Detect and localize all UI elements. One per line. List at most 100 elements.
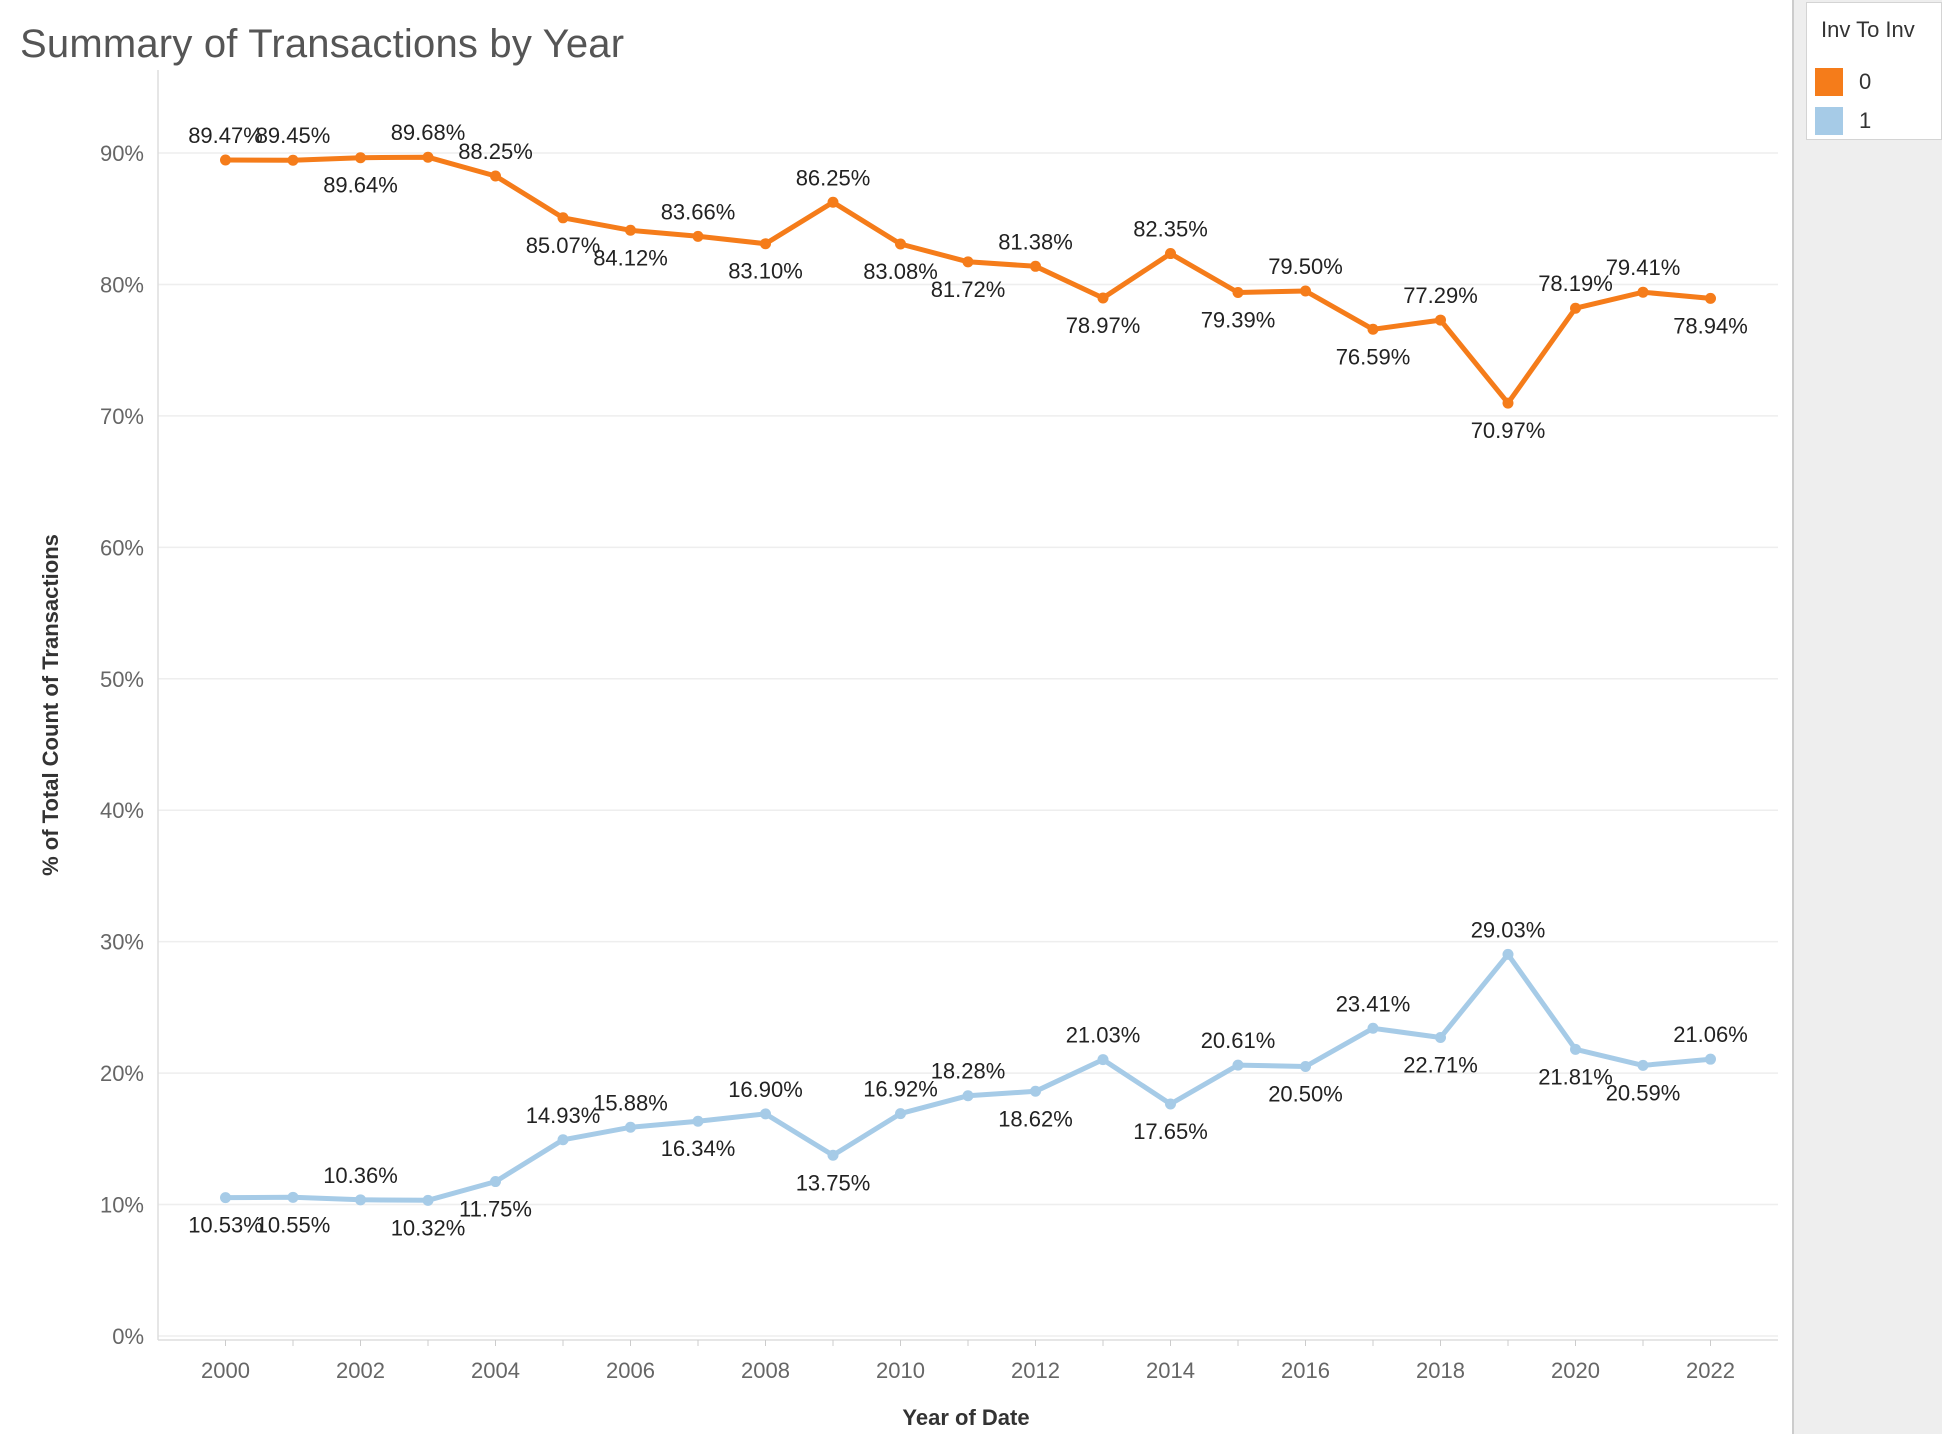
data-label: 70.97% — [1471, 418, 1546, 443]
x-tick-label: 2012 — [1011, 1358, 1060, 1383]
data-label: 89.47% — [188, 123, 263, 148]
data-label: 84.12% — [593, 245, 668, 270]
data-point[interactable] — [355, 1194, 366, 1206]
data-point[interactable] — [1570, 302, 1581, 314]
data-point[interactable] — [962, 256, 974, 268]
data-label: 16.92% — [863, 1077, 938, 1102]
data-point[interactable] — [625, 224, 636, 236]
data-label: 78.19% — [1538, 271, 1613, 296]
data-point[interactable] — [1232, 286, 1244, 298]
data-point[interactable] — [1165, 1098, 1176, 1110]
data-point[interactable] — [1030, 1085, 1041, 1097]
data-point[interactable] — [422, 1194, 434, 1206]
axes: 0% 10% 20% 30% 40% 50% 60% 70% 80% 90% 2000 2002 200… — [100, 70, 1778, 1383]
y-axis-title: % of Total Count of Transactions — [38, 534, 63, 876]
y-tick-label: 0% — [112, 1324, 144, 1349]
data-label: 83.66% — [661, 199, 736, 224]
data-point[interactable] — [1435, 314, 1446, 326]
legend-item-1[interactable]: 1 — [1815, 106, 1871, 136]
data-label: 81.38% — [998, 229, 1073, 254]
x-tick-label: 2010 — [876, 1358, 925, 1383]
data-point[interactable] — [355, 152, 366, 164]
data-point[interactable] — [1637, 286, 1649, 298]
data-label: 21.06% — [1673, 1022, 1748, 1047]
data-label: 79.41% — [1606, 255, 1681, 280]
gridlines — [158, 152, 1778, 1337]
data-label: 88.25% — [458, 139, 533, 164]
y-tick-label: 40% — [100, 798, 144, 823]
data-point[interactable] — [287, 1191, 299, 1203]
data-label: 14.93% — [526, 1103, 601, 1128]
data-point[interactable] — [827, 196, 839, 208]
data-point[interactable] — [760, 1108, 771, 1120]
data-point[interactable] — [692, 230, 704, 242]
x-tick-label: 2020 — [1551, 1358, 1600, 1383]
color-legend[interactable]: Inv To Inv 0 1 — [1806, 2, 1942, 140]
data-point[interactable] — [287, 154, 299, 166]
data-point[interactable] — [1097, 1054, 1109, 1066]
x-tick-label: 2008 — [741, 1358, 790, 1383]
y-tick-label: 20% — [100, 1061, 144, 1086]
legend-label-1: 1 — [1859, 108, 1872, 133]
data-point[interactable] — [895, 238, 906, 250]
data-point[interactable] — [962, 1090, 974, 1102]
data-point[interactable] — [1637, 1059, 1649, 1071]
data-label: 21.03% — [1066, 1023, 1141, 1048]
data-point[interactable] — [1705, 1053, 1716, 1065]
data-point[interactable] — [1165, 248, 1176, 260]
data-label: 22.71% — [1403, 1052, 1478, 1077]
data-point[interactable] — [490, 170, 501, 182]
legend-item-0[interactable]: 0 — [1815, 67, 1871, 97]
data-label: 89.68% — [391, 120, 466, 145]
data-label: 17.65% — [1133, 1119, 1208, 1144]
data-point[interactable] — [1367, 1022, 1379, 1034]
data-label: 79.50% — [1268, 254, 1343, 279]
data-point[interactable] — [220, 1192, 231, 1204]
data-point[interactable] — [557, 212, 569, 224]
data-label: 11.75% — [459, 1197, 532, 1222]
data-point[interactable] — [1502, 397, 1514, 409]
data-labels: 89.47%89.45% 89.64% 89.68%88.25% 85.07%84.1… — [188, 120, 1748, 1240]
data-point[interactable] — [1300, 1061, 1311, 1073]
data-label: 20.61% — [1201, 1028, 1276, 1053]
legend-label-0: 0 — [1859, 69, 1872, 94]
data-point[interactable] — [422, 151, 434, 163]
legend-swatch-1 — [1815, 107, 1843, 135]
data-label: 16.90% — [728, 1077, 803, 1102]
data-label: 10.55% — [256, 1212, 331, 1237]
data-point[interactable] — [557, 1134, 569, 1146]
data-label: 16.34% — [661, 1136, 736, 1161]
data-point[interactable] — [1300, 285, 1311, 297]
data-point[interactable] — [1435, 1031, 1446, 1043]
data-point[interactable] — [1030, 260, 1041, 272]
data-point[interactable] — [1232, 1059, 1244, 1071]
legend-swatch-0 — [1815, 68, 1843, 96]
x-tick-label: 2002 — [336, 1358, 385, 1383]
data-point[interactable] — [692, 1115, 704, 1127]
data-label: 83.08% — [863, 259, 938, 284]
data-point[interactable] — [895, 1108, 906, 1120]
data-label: 13.75% — [796, 1170, 871, 1195]
data-point[interactable] — [827, 1149, 839, 1161]
data-label: 10.36% — [323, 1163, 398, 1188]
x-tick-label: 2018 — [1416, 1358, 1465, 1383]
data-point[interactable] — [1570, 1043, 1581, 1055]
data-label: 85.07% — [526, 233, 601, 258]
data-label: 77.29% — [1403, 283, 1478, 308]
data-label: 20.59% — [1606, 1080, 1681, 1105]
series-lines — [220, 151, 1716, 1206]
data-label: 82.35% — [1133, 217, 1208, 242]
data-point[interactable] — [1705, 292, 1716, 304]
data-point[interactable] — [1097, 292, 1109, 304]
data-label: 10.32% — [391, 1215, 466, 1240]
data-point[interactable] — [1502, 948, 1514, 960]
line-chart: 0% 10% 20% 30% 40% 50% 60% 70% 80% 90% 2000 2002 200… — [38, 70, 1778, 1430]
data-point[interactable] — [1367, 323, 1379, 335]
data-point[interactable] — [490, 1176, 501, 1188]
y-tick-label: 70% — [100, 404, 144, 429]
data-point[interactable] — [220, 154, 231, 166]
y-tick-label: 30% — [100, 930, 144, 955]
data-point[interactable] — [625, 1121, 636, 1133]
x-tick-label: 2000 — [201, 1358, 250, 1383]
data-point[interactable] — [760, 238, 771, 250]
